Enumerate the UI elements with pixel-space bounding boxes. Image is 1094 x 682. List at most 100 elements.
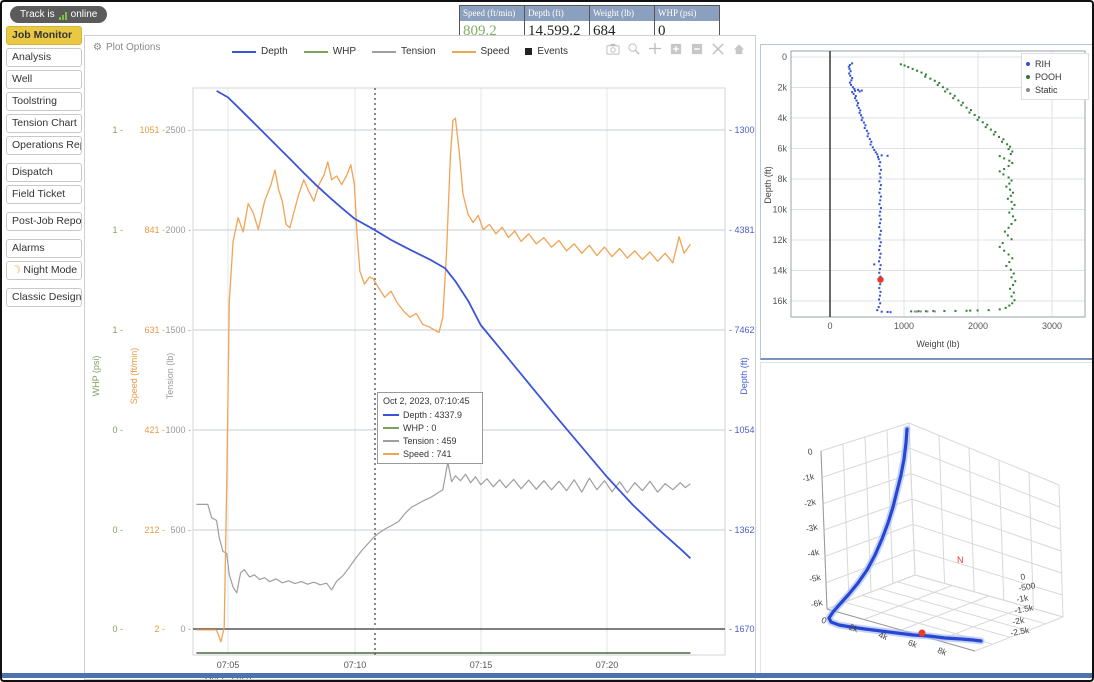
zoom-icon[interactable] — [626, 42, 642, 56]
rih-point — [859, 109, 862, 112]
legend-item-pooh[interactable]: POOH — [1026, 70, 1084, 83]
rih-point — [858, 111, 861, 114]
sidebar-item-tension-chart[interactable]: Tension Chart — [6, 114, 82, 133]
pooh-point — [907, 66, 910, 69]
rih-point — [879, 264, 882, 267]
rih-point — [879, 283, 882, 286]
legend-item-rih[interactable]: RIH — [1026, 57, 1084, 70]
pan-icon[interactable] — [647, 42, 663, 56]
svg-text:4k: 4k — [777, 113, 787, 123]
svg-text:WHP (psi): WHP (psi) — [91, 356, 101, 397]
pooh-point — [929, 77, 932, 80]
pooh-point — [924, 75, 927, 78]
pooh-point — [994, 131, 997, 134]
rih-point — [865, 129, 868, 132]
rih-point — [858, 90, 861, 93]
svg-text:-3k: -3k — [805, 522, 819, 534]
pooh-point — [924, 310, 927, 313]
grid-line — [974, 616, 1064, 652]
pooh-point — [978, 116, 981, 119]
pooh-point — [1009, 268, 1012, 271]
rih-point — [850, 83, 853, 86]
sidebar-item-analysis[interactable]: Analysis — [6, 48, 82, 67]
pooh-point — [1011, 207, 1014, 210]
svg-text:0 -: 0 - — [112, 624, 123, 634]
autoscale-icon[interactable] — [710, 42, 726, 56]
pooh-point — [1003, 249, 1006, 252]
legend-item-speed[interactable]: Speed — [451, 46, 509, 57]
pooh-point — [1012, 215, 1015, 218]
rih-point — [871, 146, 874, 149]
svg-text:2000 -: 2000 - — [165, 225, 191, 235]
svg-text:0: 0 — [1020, 571, 1027, 582]
rih-point — [867, 132, 870, 135]
rih-point — [886, 154, 889, 157]
legend-item-whp[interactable]: WHP — [303, 46, 356, 57]
trajectory-3d-panel: N 0 -1k -2k -3k -4k -5k -6k 0 2k 4k 6k 8k 0 -500 -1k -1.… — [760, 362, 1094, 678]
pooh-point — [957, 99, 960, 102]
static-point — [926, 310, 929, 313]
track-online-button[interactable]: Track is online — [10, 6, 108, 23]
pooh-point — [1004, 306, 1007, 309]
sidebar: Job Monitor Analysis Well Toolstring Tension… — [6, 26, 82, 310]
sidebar-item-night-mode[interactable]: ☽Night Mode — [6, 261, 82, 280]
rih-point — [879, 187, 882, 190]
pooh-point — [973, 113, 976, 116]
rih-point — [877, 306, 880, 309]
sidebar-item-post-job-report[interactable]: Post-Job Report — [6, 212, 82, 231]
sidebar-item-dispatch[interactable]: Dispatch — [6, 163, 82, 182]
rih-point — [847, 65, 850, 68]
rih-point — [879, 233, 882, 236]
rih-point — [848, 63, 851, 66]
pooh-point — [920, 71, 923, 74]
reset-axes-icon[interactable] — [731, 42, 747, 56]
pooh-point — [1011, 257, 1014, 260]
sidebar-item-job-monitor[interactable]: Job Monitor — [6, 26, 82, 45]
sidebar-item-operations-report[interactable]: Operations Report — [6, 136, 82, 155]
svg-text:- 1300: - 1300 — [729, 125, 755, 135]
pooh-point — [1006, 197, 1009, 200]
sidebar-item-well[interactable]: Well — [6, 70, 82, 89]
sidebar-item-alarms[interactable]: Alarms — [6, 239, 82, 258]
pooh-point — [1010, 222, 1013, 225]
svg-text:1000: 1000 — [894, 321, 914, 331]
pooh-point — [1003, 157, 1006, 160]
svg-text:- 13624: - 13624 — [729, 525, 755, 535]
camera-icon[interactable] — [605, 42, 621, 56]
pooh-point — [961, 101, 964, 104]
svg-text:N: N — [957, 555, 964, 565]
pooh-point — [965, 106, 968, 109]
rih-point — [857, 106, 860, 109]
sidebar-item-field-ticket[interactable]: Field Ticket — [6, 185, 82, 204]
pooh-point — [1010, 179, 1013, 182]
rih-point — [850, 79, 853, 82]
zoom-out-icon[interactable] — [689, 42, 705, 56]
legend-item-events[interactable]: Events — [525, 46, 568, 57]
time-series-plot-area[interactable]: 1 - 1 - 1 - 0 - 0 - 0 - 1051 - 841 - 631 - 421 - 2… — [85, 36, 755, 679]
pooh-point — [998, 170, 1001, 173]
tooltip-series-swatch — [383, 439, 399, 442]
pooh-point — [1008, 304, 1011, 307]
legend-item-static[interactable]: Static — [1026, 83, 1084, 96]
plot-options-button[interactable]: ⚙ Plot Options — [93, 42, 160, 53]
moon-icon: ☽ — [9, 262, 24, 278]
svg-text:3000: 3000 — [1042, 321, 1062, 331]
legend-item-depth[interactable]: Depth — [232, 46, 288, 57]
sidebar-item-classic-design[interactable]: Classic Design — [6, 288, 82, 307]
zoom-in-icon[interactable] — [668, 42, 684, 56]
plot-border — [790, 50, 1086, 318]
pooh-point — [998, 308, 1001, 311]
trajectory-3d-plot-area[interactable]: N0-1k-2k-3k-4k-5k-6k02k4k6k8k0-500-1k-1.… — [761, 363, 1094, 677]
pooh-point — [1007, 253, 1010, 256]
svg-text:841 -: 841 - — [144, 225, 165, 235]
pooh-point — [938, 81, 941, 84]
rih-point — [879, 252, 882, 255]
legend-item-tension[interactable]: Tension — [372, 46, 436, 57]
pooh-point — [933, 79, 936, 82]
rih-point — [878, 203, 881, 206]
rih-point — [848, 81, 851, 84]
pooh-point — [953, 94, 956, 97]
sidebar-item-toolstring[interactable]: Toolstring — [6, 92, 82, 111]
pooh-point — [1006, 234, 1009, 237]
svg-text:-2k: -2k — [803, 496, 817, 508]
